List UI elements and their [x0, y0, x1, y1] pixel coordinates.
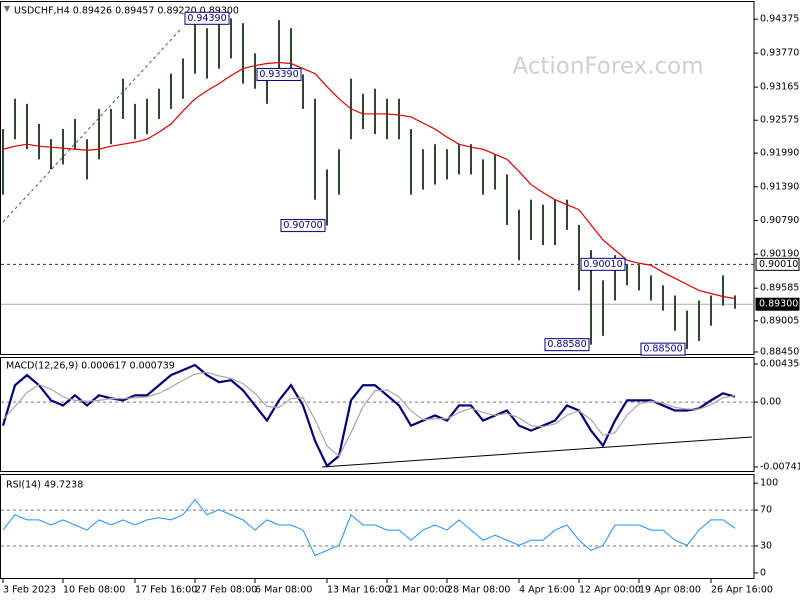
annotation-label: 0.88580 [547, 339, 586, 350]
annotation-label: 0.90700 [283, 220, 322, 231]
annotation-label: 0.88500 [643, 344, 682, 355]
y-tick-label: 0.93770 [760, 48, 799, 59]
x-tick-label: 10 Feb 08:00 [63, 585, 125, 596]
x-tick-label: 3 Feb 2023 [3, 585, 56, 596]
y-tick-label: 0 [760, 567, 766, 578]
series-line [1, 363, 736, 468]
y-tick-label: 0.94375 [760, 14, 799, 25]
price-panel-frame [0, 1, 755, 355]
annotation-box [580, 257, 626, 271]
annotation-box [184, 11, 230, 25]
series-line [2, 61, 736, 300]
x-tick-label: 21 Mar 00:00 [387, 585, 450, 596]
level-label-box [755, 297, 800, 311]
macd-title: MACD(12,26,9) 0.000617 0.000739 [6, 361, 175, 372]
price-title: USDCHF,H4 0.89426 0.89457 0.89220 0.8930… [14, 6, 239, 17]
annotation-label: 0.90010 [583, 259, 622, 270]
icon [4, 6, 10, 12]
y-tick-label: 0.88450 [760, 346, 799, 357]
level-label: 0.89300 [759, 299, 798, 310]
annotation-label: 0.94390 [187, 13, 226, 24]
annotation-box [544, 338, 590, 352]
y-tick-label: 0.91390 [760, 181, 799, 192]
y-tick-label: 0.90190 [760, 249, 799, 260]
x-tick-label: 26 Apr 16:00 [711, 585, 773, 596]
y-tick-label: 0.004354 [760, 359, 800, 370]
x-tick-label: 4 Apr 16:00 [519, 585, 575, 596]
y-tick-label: 0.89585 [760, 283, 799, 294]
y-tick-label: 0.90790 [760, 215, 799, 226]
x-tick-label: 13 Mar 16:00 [327, 585, 390, 596]
y-tick-label: 100 [760, 478, 778, 489]
level-label-box [755, 257, 800, 271]
x-tick-label: 17 Feb 16:00 [135, 585, 197, 596]
x-tick-label: 27 Feb 08:00 [195, 585, 257, 596]
watermark: ActionForex.com [512, 54, 703, 80]
y-tick-label: 0.89005 [760, 315, 799, 326]
annotation-label: 0.93390 [259, 69, 298, 80]
x-tick-label: 12 Apr 00:00 [579, 585, 641, 596]
rsi-title: RSI(14) 49.7238 [6, 480, 83, 491]
macd-trend-line [321, 436, 753, 468]
y-tick-label: 0.00 [760, 397, 781, 408]
y-tick-label: 0.93165 [760, 82, 799, 93]
y-tick-label: 0.91990 [760, 148, 799, 159]
annotation-box [256, 67, 302, 81]
y-tick-label: 0.92575 [760, 115, 799, 126]
series-line [2, 371, 736, 458]
x-tick-label: 28 Mar 08:00 [447, 585, 510, 596]
x-tick-label: 19 Apr 08:00 [639, 585, 701, 596]
x-tick-label: 6 Mar 08:00 [255, 585, 312, 596]
trend-line [2, 29, 181, 223]
annotation-box [640, 342, 686, 356]
y-tick-label: 30 [760, 540, 772, 551]
macd-panel-frame [0, 357, 755, 472]
rsi-panel-frame [0, 474, 755, 579]
series-line [2, 498, 736, 557]
level-label: 0.90010 [759, 259, 798, 270]
y-tick-label: -0.007417 [760, 461, 800, 472]
y-tick-label: 70 [760, 505, 772, 516]
annotation-box [280, 219, 326, 233]
